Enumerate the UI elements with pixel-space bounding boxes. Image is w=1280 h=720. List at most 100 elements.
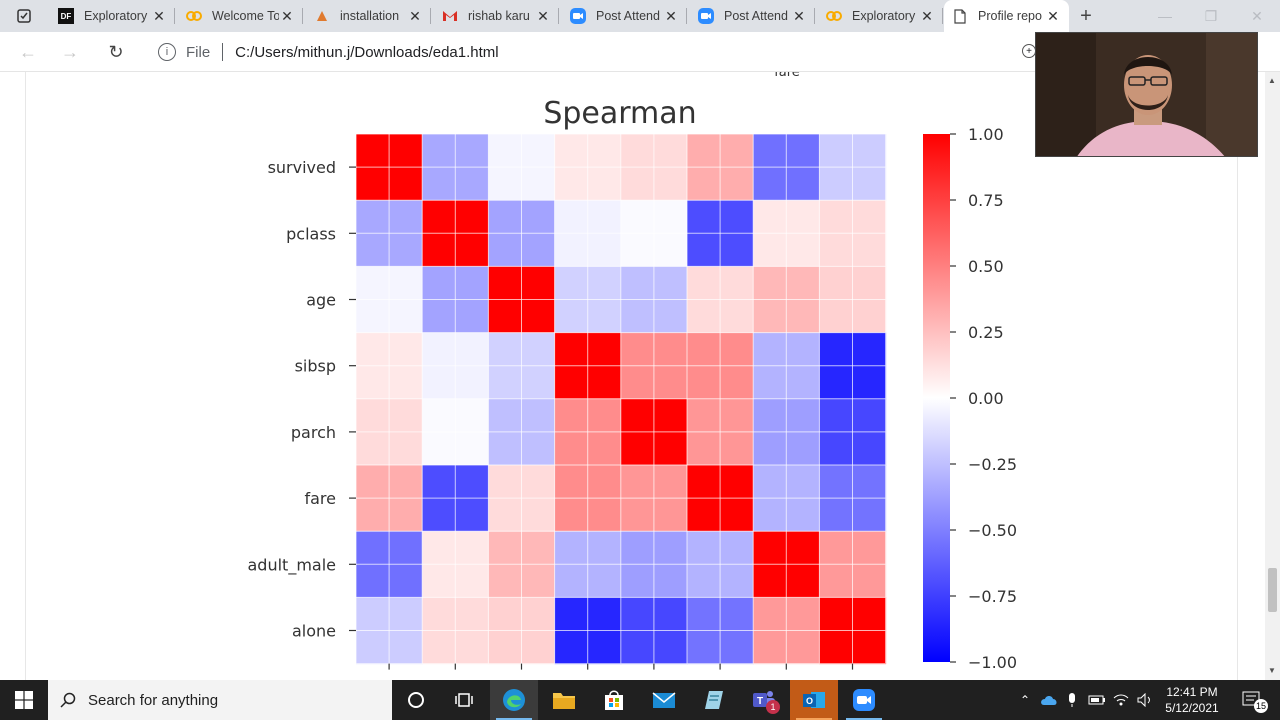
volume-icon (1137, 693, 1150, 707)
onedrive-icon (1041, 696, 1057, 705)
panel-border (25, 72, 26, 680)
notes-button[interactable] (690, 680, 738, 720)
svg-text:T: T (757, 696, 763, 707)
site-info-icon[interactable]: i (158, 43, 176, 61)
browser-tab[interactable]: Post Attend ✕ (562, 0, 687, 32)
system-clock[interactable]: 12:41 PM 5/12/2021 (1158, 684, 1226, 716)
outlook-button[interactable]: O (790, 680, 838, 720)
tab-separator (686, 8, 687, 24)
y-tick-label: alone (292, 622, 336, 641)
restore-button[interactable]: ❐ (1204, 7, 1218, 24)
battery-tray-button[interactable] (1086, 680, 1108, 720)
panel-border (1237, 72, 1238, 680)
search-icon (48, 692, 88, 708)
browser-tab[interactable]: Exploratory ✕ (818, 0, 943, 32)
y-tick-label: pclass (286, 224, 336, 243)
show-hidden-icons-button[interactable]: ⌃ (1014, 680, 1036, 720)
windows-taskbar: Search for anything T 1 O ⌃ (0, 680, 1280, 720)
file-explorer-icon (553, 693, 575, 709)
close-tab-icon[interactable]: ✕ (921, 7, 933, 24)
url-text[interactable]: C:/Users/mithun.j/Downloads/eda1.html (235, 43, 499, 61)
close-tab-icon[interactable]: ✕ (153, 7, 165, 24)
colorbar-tick-label: −0.25 (968, 455, 1017, 474)
back-button[interactable]: ← (19, 41, 37, 62)
y-tick-label: adult_male (248, 555, 337, 575)
zoom-taskbar-button[interactable] (840, 680, 888, 720)
colorbar-tick-label: −0.75 (968, 587, 1017, 606)
start-button[interactable] (0, 680, 48, 720)
close-tab-icon[interactable]: ✕ (281, 7, 293, 24)
close-tab-icon[interactable]: ✕ (537, 7, 549, 24)
colorbar-tick-label: −0.50 (968, 521, 1017, 540)
store-button[interactable] (590, 680, 638, 720)
mail-icon (652, 692, 676, 708)
browser-tab[interactable]: Post Attend ✕ (690, 0, 815, 32)
scroll-down-icon[interactable]: ▼ (1268, 666, 1276, 675)
tab-separator (174, 8, 175, 24)
forward-button[interactable]: → (61, 41, 79, 62)
address-bar[interactable]: i File C:/Users/mithun.j/Downloads/eda1.… (146, 36, 1046, 68)
browser-tab[interactable]: rishab karu ✕ (434, 0, 559, 32)
zoom-icon (853, 689, 875, 711)
battery-icon (1088, 695, 1105, 705)
tab-separator (814, 8, 815, 24)
scrollbar-thumb[interactable] (1268, 568, 1277, 612)
tab-strip: DF Exploratory ✕ Welcome To ✕ installation ✕ ri… (0, 0, 1280, 32)
zoom-icon[interactable]: + (1022, 44, 1036, 58)
browser-tab[interactable]: DF Exploratory ✕ (50, 0, 175, 32)
zoom-icon (698, 8, 714, 24)
browser-tab[interactable]: Profile repo ✕ (944, 0, 1069, 32)
cortana-button[interactable] (392, 680, 440, 720)
file-explorer-button[interactable] (540, 680, 588, 720)
notifications-button[interactable]: 15 (1232, 680, 1272, 720)
tab-separator (558, 8, 559, 24)
wifi-tray-button[interactable] (1110, 680, 1132, 720)
taskbar-search[interactable]: Search for anything (48, 680, 392, 720)
outlook-icon: O (803, 692, 825, 708)
colab-icon (186, 8, 202, 24)
cortana-icon (408, 692, 424, 708)
microphone-tray-button[interactable] (1062, 680, 1082, 720)
webcam-video (1035, 32, 1258, 157)
teams-button[interactable]: T 1 (740, 680, 788, 720)
mail-button[interactable] (640, 680, 688, 720)
close-window-button[interactable]: ✕ (1251, 7, 1263, 24)
close-tab-icon[interactable]: ✕ (1047, 7, 1059, 24)
volume-tray-button[interactable] (1134, 680, 1156, 720)
tab-actions-button[interactable] (8, 4, 40, 28)
close-tab-icon[interactable]: ✕ (793, 7, 805, 24)
clipped-axis-label: fare (774, 72, 800, 80)
colorbar-tick-label: 1.00 (968, 125, 1004, 144)
tab-separator (430, 8, 431, 24)
active-indicator (496, 718, 532, 720)
new-tab-button[interactable]: + (1080, 4, 1092, 27)
colorbar-tick-label: 0.50 (968, 257, 1004, 276)
tab-title: Post Attend (596, 9, 660, 23)
close-tab-icon[interactable]: ✕ (665, 7, 677, 24)
install-icon (314, 8, 330, 24)
notification-icon (1242, 691, 1260, 706)
minimize-button[interactable]: — (1158, 8, 1172, 24)
onedrive-tray-button[interactable] (1038, 680, 1060, 720)
edge-taskbar-button[interactable] (490, 680, 538, 720)
browser-tab[interactable]: Welcome To ✕ (178, 0, 303, 32)
tab-title: Welcome To (212, 9, 279, 23)
tab-title: rishab karu (468, 9, 530, 23)
active-indicator (846, 718, 882, 720)
scroll-up-icon[interactable]: ▲ (1268, 76, 1276, 85)
reload-button[interactable]: ↻ (108, 41, 124, 62)
df-icon: DF (58, 8, 74, 24)
page-content: fare Spearman survived pclass age sibsp parch f… (0, 72, 1265, 680)
y-tick-label: sibsp (295, 357, 336, 376)
notes-icon (705, 691, 723, 709)
task-view-button[interactable] (440, 680, 488, 720)
wifi-icon (1113, 694, 1129, 706)
tab-title: Post Attend (724, 9, 788, 23)
browser-tab[interactable]: installation ✕ (306, 0, 431, 32)
y-tick-label: parch (291, 423, 336, 442)
tab-separator (942, 8, 943, 24)
close-tab-icon[interactable]: ✕ (409, 7, 421, 24)
page-scrollbar[interactable]: ▲ ▼ (1265, 72, 1280, 680)
colorbar-tick-label: 0.25 (968, 323, 1004, 342)
spearman-heatmap: fare Spearman survived pclass age sibsp parch f… (248, 72, 1018, 672)
